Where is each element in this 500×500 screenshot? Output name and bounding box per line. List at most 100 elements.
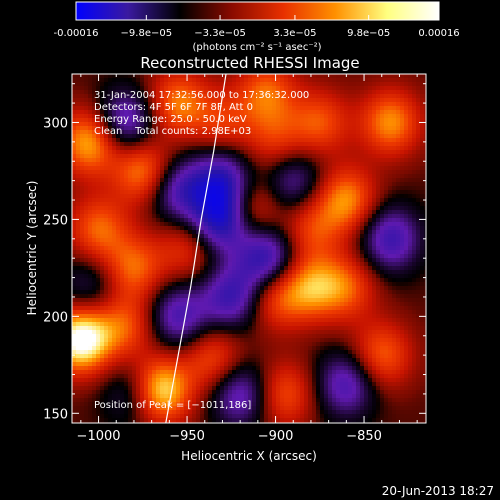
heatmap-cell [196,86,201,91]
heatmap-cell [208,82,213,87]
heatmap-cell [308,202,313,207]
heatmap-cell [148,86,153,91]
heatmap-cell [380,234,385,239]
heatmap-cell [244,226,249,231]
heatmap-cell [280,138,285,143]
heatmap-cell [144,266,149,271]
heatmap-cell [92,78,97,83]
heatmap-cell [152,186,157,191]
heatmap-cell [136,210,141,215]
heatmap-cell [336,78,341,83]
heatmap-cell [232,274,237,279]
heatmap-cell [284,94,289,99]
heatmap-cell [328,282,333,287]
heatmap-cell [136,258,141,263]
heatmap-cell [156,138,161,143]
heatmap-cell [260,106,265,111]
heatmap-cell [316,210,321,215]
heatmap-cell [192,106,197,111]
heatmap-cell [100,146,105,151]
heatmap-cell [244,170,249,175]
heatmap-cell [224,222,229,227]
heatmap-cell [388,262,393,267]
heatmap-cell [132,262,137,267]
heatmap-cell [144,170,149,175]
heatmap-cell [332,114,337,119]
heatmap-cell [320,278,325,283]
heatmap-cell [408,266,413,271]
heatmap-cell [192,194,197,199]
heatmap-cell [148,210,153,215]
heatmap-cell [392,126,397,131]
heatmap-cell [332,98,337,103]
heatmap-cell [272,142,277,147]
heatmap-cell [384,86,389,91]
heatmap-cell [308,166,313,171]
heatmap-cell [360,182,365,187]
heatmap-cell [104,202,109,207]
heatmap-cell [228,102,233,107]
heatmap-cell [308,222,313,227]
heatmap-cell [208,110,213,115]
heatmap-cell [76,278,81,283]
heatmap-cell [220,270,225,275]
heatmap-cell [376,238,381,243]
heatmap-cell [340,186,345,191]
heatmap-cell [260,138,265,143]
heatmap-cell [116,150,121,155]
heatmap-cell [236,294,241,299]
heatmap-cell [100,166,105,171]
heatmap-cell [372,122,377,127]
heatmap-cell [288,286,293,291]
heatmap-cell [388,130,393,135]
heatmap-cell [300,234,305,239]
heatmap-cell [184,82,189,87]
heatmap-cell [348,286,353,291]
heatmap-cell [368,186,373,191]
heatmap-cell [216,182,221,187]
heatmap-cell [372,90,377,95]
heatmap-cell [140,278,145,283]
heatmap-cell [112,110,117,115]
heatmap-cell [364,94,369,99]
heatmap-cell [184,194,189,199]
heatmap-cell [332,122,337,127]
heatmap-cell [184,162,189,167]
heatmap-cell [128,114,133,119]
heatmap-cell [176,230,181,235]
heatmap-cell [172,122,177,127]
heatmap-cell [76,238,81,243]
heatmap-cell [148,190,153,195]
heatmap-cell [236,122,241,127]
heatmap-cell [264,98,269,103]
heatmap-cell [368,118,373,123]
heatmap-cell [348,86,353,91]
heatmap-cell [296,222,301,227]
heatmap-cell [384,290,389,295]
heatmap-cell [164,282,169,287]
heatmap-cell [280,174,285,179]
heatmap-cell [288,274,293,279]
heatmap-cell [132,138,137,143]
heatmap-cell [296,94,301,99]
heatmap-cell [344,282,349,287]
heatmap-cell [148,98,153,103]
heatmap-cell [128,226,133,231]
heatmap-cell [148,162,153,167]
heatmap-cell [184,166,189,171]
heatmap-cell [372,198,377,203]
heatmap-cell [112,78,117,83]
heatmap-cell [244,186,249,191]
heatmap-cell [148,110,153,115]
heatmap-cell [224,150,229,155]
heatmap-cell [92,254,97,259]
heatmap-cell [412,78,417,83]
heatmap-cell [320,234,325,239]
heatmap-cell [276,266,281,271]
heatmap-cell [208,206,213,211]
heatmap-cell [336,154,341,159]
heatmap-cell [124,114,129,119]
heatmap-cell [84,78,89,83]
heatmap-cell [80,262,85,267]
heatmap-cell [248,162,253,167]
